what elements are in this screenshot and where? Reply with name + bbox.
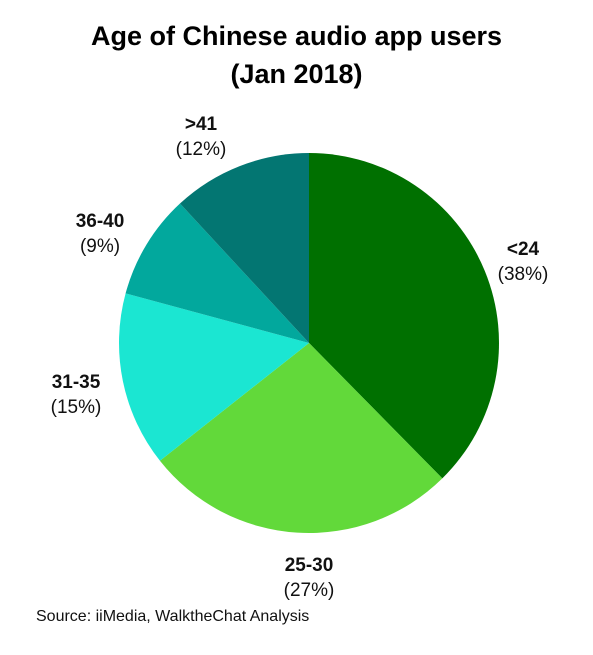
slice-category-label: 31-35 — [52, 372, 101, 393]
pie-slice-2 — [159, 343, 443, 533]
slice-value-label: (12%) — [176, 139, 227, 160]
slice-category-label: <24 — [507, 239, 540, 260]
slice-value-label: (9%) — [80, 236, 120, 257]
slice-value-label: (27%) — [284, 580, 335, 601]
pie-slice-4 — [125, 203, 309, 343]
pie-slice-5 — [179, 153, 309, 343]
chart-subtitle: (Jan 2018) — [230, 59, 363, 89]
pie-slice-3 — [118, 293, 309, 461]
slice-category-label: 25-30 — [285, 555, 334, 576]
pie-slice-1 — [309, 153, 499, 479]
chart-title: Age of Chinese audio app users — [90, 21, 503, 51]
slice-value-label: (15%) — [51, 397, 102, 418]
source-note: Source: iiMedia, WalktheChat Analysis — [36, 608, 310, 625]
slice-value-label: (38%) — [498, 264, 549, 285]
slice-category-label: 36-40 — [76, 211, 125, 232]
slice-category-label: >41 — [185, 114, 218, 135]
